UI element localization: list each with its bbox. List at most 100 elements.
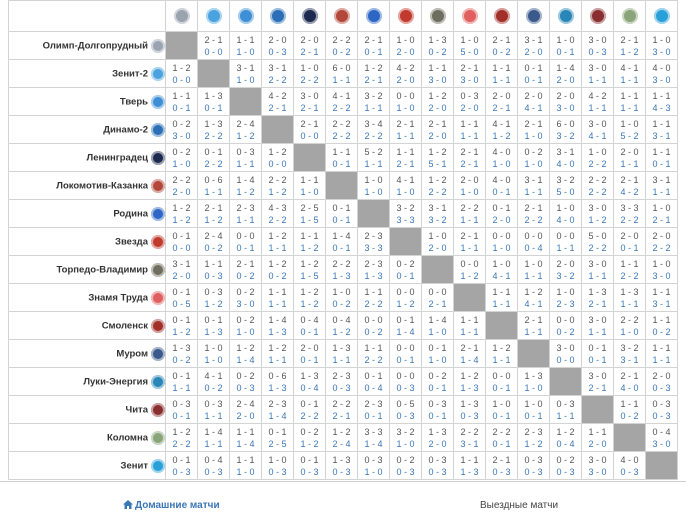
row-team-name[interactable]: Тверь — [8, 87, 166, 116]
column-team-logo[interactable] — [485, 0, 518, 32]
tab-away-matches[interactable]: Выездные матчи — [480, 500, 558, 511]
column-team-logo[interactable] — [293, 0, 326, 32]
row-team-name[interactable]: Торпедо-Владимир — [8, 255, 166, 284]
column-team-logo[interactable] — [517, 0, 550, 32]
column-team-logo[interactable] — [581, 0, 614, 32]
row-team-name[interactable]: Олимп-Долгопрудный — [8, 31, 166, 60]
column-team-logo[interactable] — [325, 0, 358, 32]
column-team-logo[interactable] — [389, 0, 422, 32]
row-team-name[interactable]: Локомотив-Казанка — [8, 171, 166, 200]
row-team-name[interactable]: Муром — [8, 339, 166, 368]
column-team-logo[interactable] — [549, 0, 582, 32]
row-team-name[interactable]: Звезда — [8, 227, 166, 256]
